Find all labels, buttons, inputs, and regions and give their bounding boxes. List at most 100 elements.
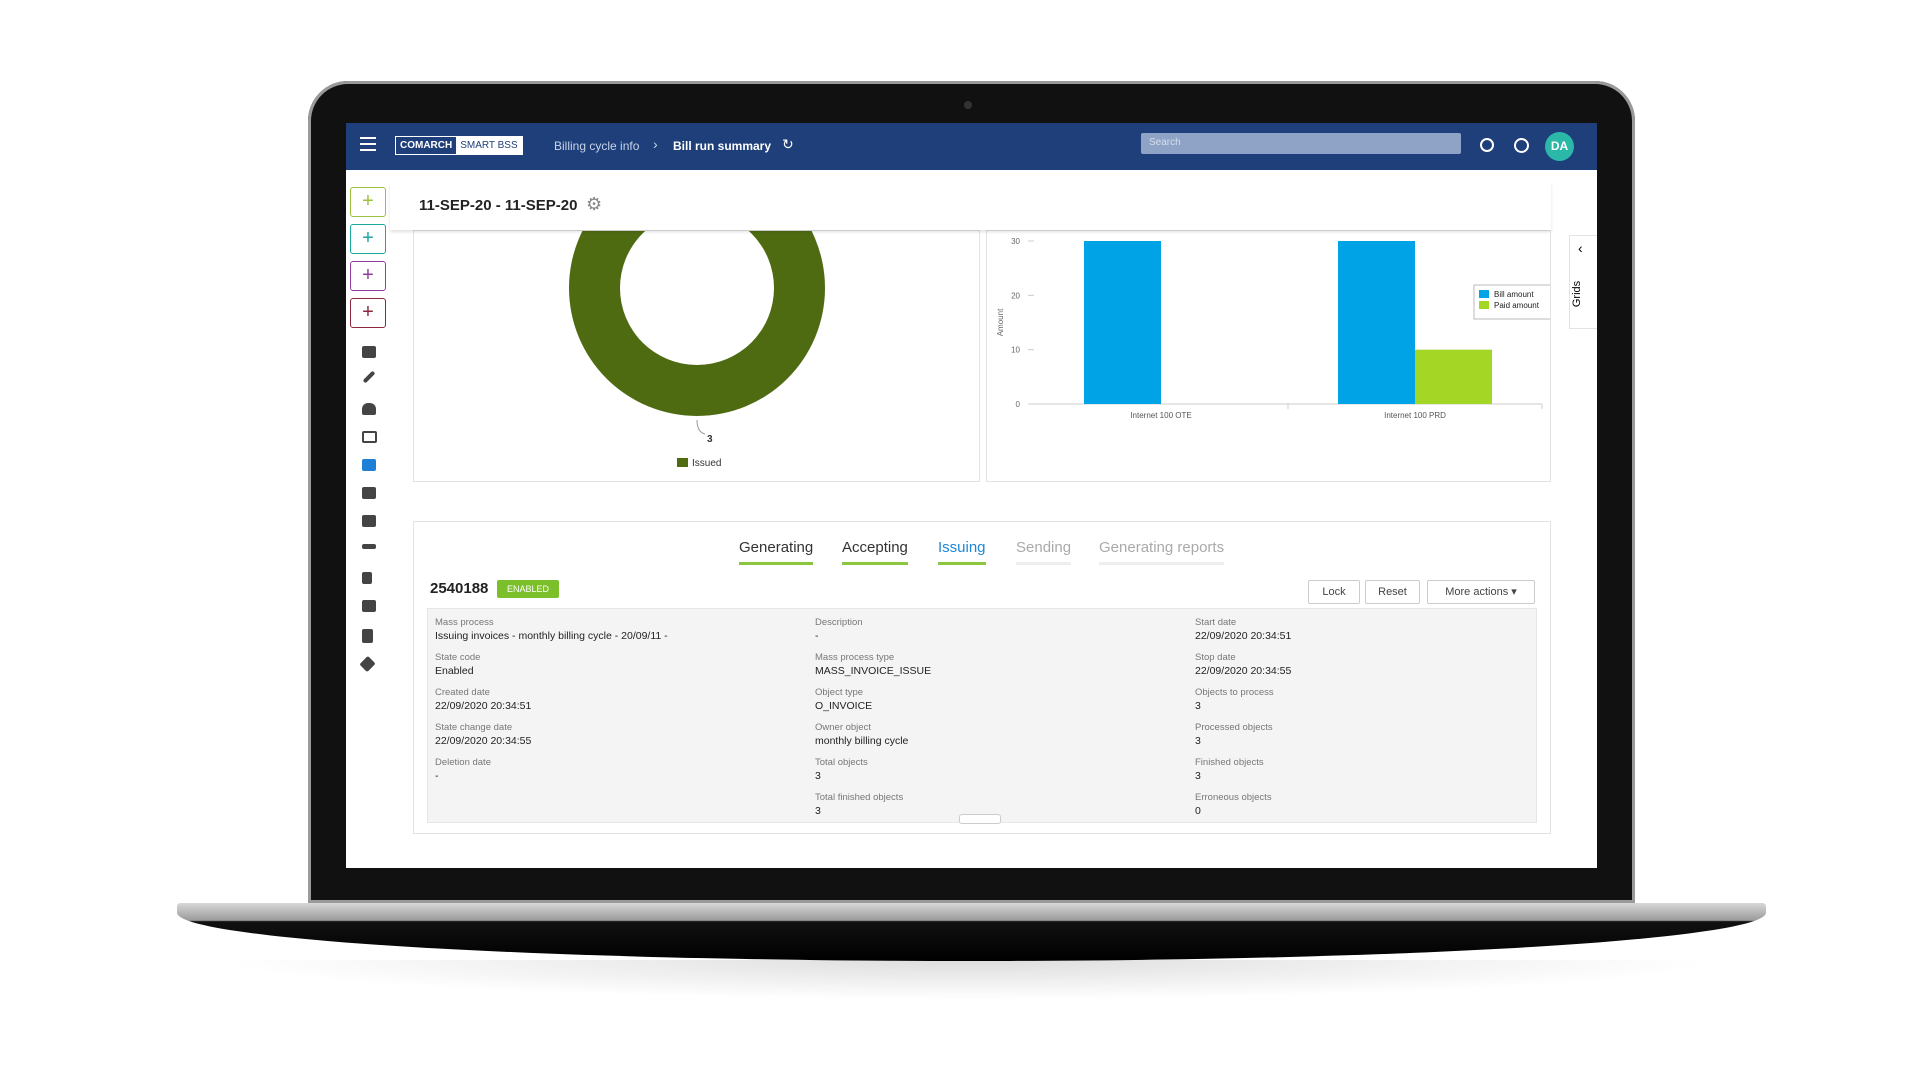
lock-button[interactable]: Lock <box>1308 580 1360 604</box>
field-label: Owner object <box>815 722 871 733</box>
field-value: 3 <box>1195 770 1201 782</box>
nav-icon[interactable] <box>362 487 376 499</box>
more-actions-button[interactable]: More actions ▾ <box>1427 580 1535 604</box>
field-value: 3 <box>1195 735 1201 747</box>
process-id: 2540188 <box>430 580 489 597</box>
bar-panel: Amount 0 10 20 30 Internet 100 OTE Internet 10… <box>986 230 1559 482</box>
nav-icon[interactable] <box>359 655 376 673</box>
field-label: Object type <box>815 687 864 698</box>
history-icon[interactable] <box>1514 138 1529 153</box>
field-label: Objects to process <box>1195 687 1274 698</box>
detail-column: Start date 22/09/2020 20:34:51 Stop date 22… <box>1195 617 1555 817</box>
logo-sub: SMART BSS <box>456 137 522 154</box>
settings-icon[interactable]: ⚙ <box>586 194 603 214</box>
search-box[interactable]: Search <box>1141 133 1461 154</box>
bar-chart: Amount 0 10 20 30 Internet 100 OTE Internet 10… <box>996 237 1559 420</box>
add-button[interactable]: + <box>350 187 386 217</box>
tab[interactable]: Sending <box>1016 539 1072 565</box>
field-value: Issuing invoices - monthly billing cycle… <box>435 630 668 642</box>
field-value: 3 <box>1195 700 1201 712</box>
field-label: Total finished objects <box>815 792 904 803</box>
field-value: 22/09/2020 20:34:55 <box>1195 665 1292 677</box>
field-value: Enabled <box>435 665 474 677</box>
nav-icon[interactable] <box>362 600 376 612</box>
avatar[interactable]: DA <box>1545 132 1574 161</box>
field-value: 3 <box>815 805 821 817</box>
field-label: State change date <box>435 722 513 733</box>
leader-line <box>696 419 706 435</box>
refresh-button[interactable]: ↻ <box>782 136 794 152</box>
field-value: - <box>435 770 439 782</box>
legend-label: Paid amount <box>1494 301 1540 310</box>
reset-button[interactable]: Reset <box>1365 580 1420 604</box>
title-bar: 11-SEP-20 - 11-SEP-20 ⚙ <box>390 183 1551 230</box>
laptop-shadow <box>220 960 1720 1000</box>
tab[interactable]: Generating reports <box>1099 539 1225 565</box>
field-label: Erroneous objects <box>1195 792 1272 803</box>
field-value: MASS_INVOICE_ISSUE <box>815 665 932 677</box>
y-axis-label: Amount <box>996 308 1005 336</box>
bar <box>1415 349 1492 404</box>
add-button[interactable]: + <box>350 261 386 291</box>
x-tick-label: Internet 100 OTE <box>1130 411 1191 420</box>
detail-column: Description - Mass process type MASS_INVOIC… <box>815 617 1175 817</box>
page-title: 11-SEP-20 - 11-SEP-20 <box>419 197 578 214</box>
nav-icon[interactable] <box>362 346 376 358</box>
nav-icon[interactable] <box>362 370 376 384</box>
nav-icon[interactable] <box>362 629 373 643</box>
field-value: - <box>815 630 819 642</box>
breadcrumb[interactable]: Billing cycle info <box>554 139 640 153</box>
collapse-icon[interactable]: ‹ <box>1578 240 1583 256</box>
field-label: Description <box>815 617 863 628</box>
screen: COMARCH SMART BSS Billing cycle info › B… <box>346 123 1597 868</box>
logo-text: COMARCH <box>396 137 457 154</box>
field-value: monthly billing cycle <box>815 735 909 747</box>
donut-panel: 3 Issued <box>413 230 980 482</box>
field-value: 22/09/2020 20:34:51 <box>435 700 532 712</box>
tab[interactable]: Accepting <box>842 539 908 565</box>
field-label: Start date <box>1195 617 1237 628</box>
details-box <box>427 608 1537 823</box>
camera <box>964 101 972 109</box>
field-label: Deletion date <box>435 757 491 768</box>
field-label: Finished objects <box>1195 757 1264 768</box>
search-placeholder: Search <box>1149 137 1181 148</box>
menu-button[interactable] <box>360 137 376 139</box>
nav-icon[interactable] <box>362 544 376 549</box>
y-tick-label: 0 <box>1016 400 1021 409</box>
field-value: 0 <box>1195 805 1201 817</box>
breadcrumb-sep: › <box>653 136 658 152</box>
nav-icon[interactable] <box>362 431 377 443</box>
nav-icon[interactable] <box>362 403 376 415</box>
y-tick-label: 30 <box>1011 237 1020 246</box>
tab[interactable]: Issuing <box>938 539 986 565</box>
donut-chart: 3 Issued <box>569 231 825 469</box>
add-button[interactable]: + <box>350 224 386 254</box>
field-label: Mass process type <box>815 652 895 663</box>
laptop-base <box>177 903 1766 961</box>
side-tab[interactable]: ‹ Grids <box>1569 235 1597 329</box>
nav-icon[interactable] <box>362 515 376 527</box>
legend-label: Bill amount <box>1494 290 1534 299</box>
add-button[interactable]: + <box>350 298 386 328</box>
field-label: Mass process <box>435 617 494 628</box>
side-tab-label: Grids <box>1571 280 1584 308</box>
logo: COMARCH SMART BSS <box>395 136 523 155</box>
field-label: State code <box>435 652 481 663</box>
field-label: Total objects <box>815 757 868 768</box>
bar <box>1338 241 1415 404</box>
nav-icon[interactable] <box>362 459 376 471</box>
y-tick-label: 10 <box>1011 346 1020 355</box>
header: COMARCH SMART BSS Billing cycle info › B… <box>346 123 1597 170</box>
expand-handle[interactable] <box>959 814 1001 824</box>
legend-swatch <box>1479 290 1489 298</box>
nav-icon[interactable] <box>362 572 372 584</box>
field-value: O_INVOICE <box>815 700 873 712</box>
data-label: 3 <box>707 434 713 445</box>
status-badge: ENABLED <box>497 580 559 598</box>
search-icon[interactable] <box>1480 138 1494 152</box>
field-value: 3 <box>815 770 821 782</box>
tab[interactable]: Generating <box>739 539 814 565</box>
legend-label: Issued <box>692 458 721 469</box>
